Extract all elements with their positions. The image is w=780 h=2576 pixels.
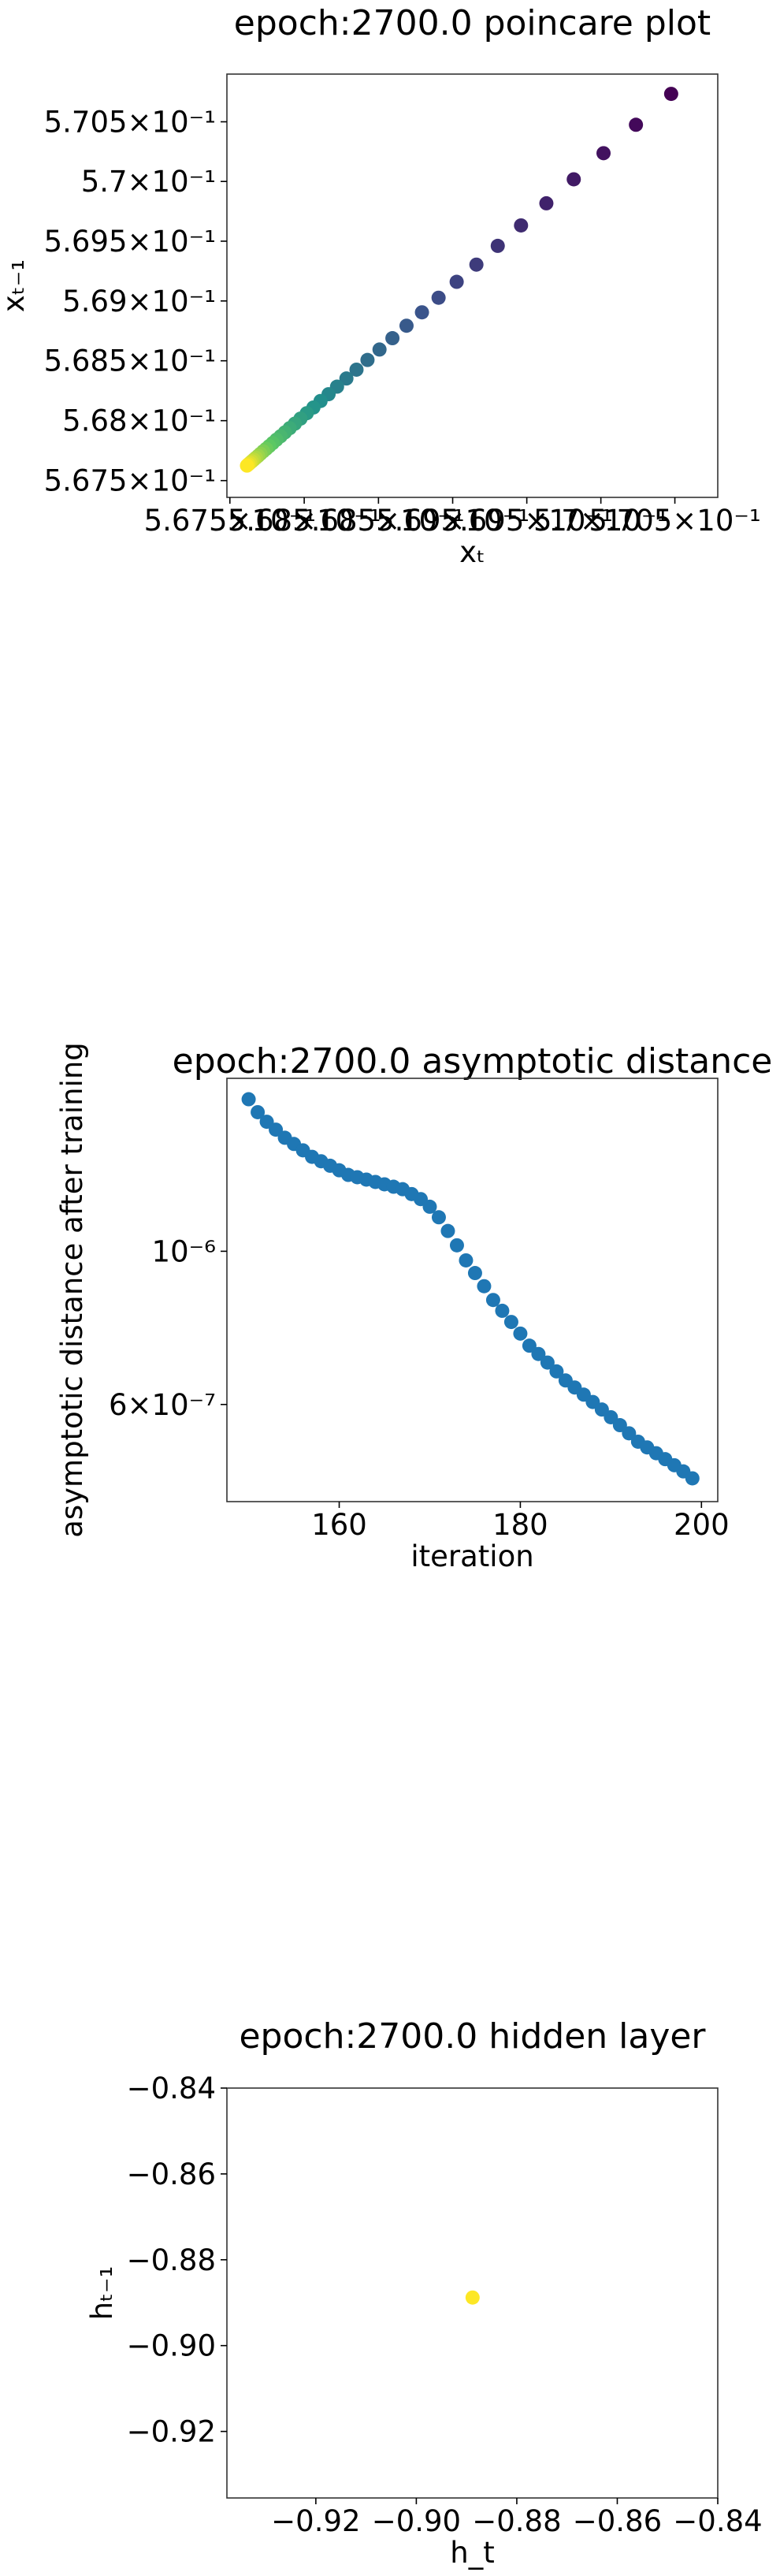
x-tick-label: 5.695×10⁻¹: [440, 504, 612, 538]
point: [465, 2290, 480, 2305]
chart-title: epoch:2700.0 asymptotic distance: [173, 1041, 773, 1081]
x-tick-label: 5.69×10⁻¹: [376, 504, 529, 538]
chart: epoch:2700.0 poincare plot5.675×10⁻¹5.68…: [0, 3, 761, 569]
y-tick-label: 10⁻⁶: [152, 1234, 216, 1268]
y-tick-label: 5.685×10⁻¹: [44, 344, 216, 378]
y-axis-label: xₜ₋₁: [0, 259, 31, 312]
plot-frame: [226, 2087, 719, 2499]
point: [269, 1122, 284, 1137]
point: [360, 352, 375, 367]
point: [399, 318, 414, 333]
y-axis-label: asymptotic distance after training: [55, 1042, 89, 1538]
x-tick-label: 5.68×10⁻¹: [228, 504, 381, 538]
point: [540, 1355, 555, 1370]
point: [663, 87, 678, 102]
x-axis-label: h_t: [450, 2536, 494, 2570]
y-tick-label: −0.88: [127, 2243, 216, 2277]
x-tick-label: 5.7×10⁻¹: [533, 504, 668, 538]
y-tick-label: 5.705×10⁻¹: [44, 106, 216, 140]
x-tick-label: −0.90: [372, 2504, 461, 2538]
point: [431, 290, 446, 305]
point: [459, 1253, 474, 1268]
point: [539, 195, 554, 210]
y-tick-label: 5.69×10⁻¹: [62, 285, 216, 318]
y-tick-label: −0.92: [127, 2415, 216, 2449]
y-tick-label: 5.675×10⁻¹: [44, 464, 216, 498]
point: [685, 1471, 700, 1486]
point: [566, 172, 581, 187]
point: [622, 1426, 637, 1441]
point: [485, 1293, 500, 1308]
x-axis-label: iteration: [410, 1539, 533, 1573]
point: [372, 342, 387, 357]
point: [251, 1104, 266, 1119]
y-tick-label: 5.7×10⁻¹: [81, 165, 216, 199]
chart-title: epoch:2700.0 poincare plot: [234, 3, 711, 43]
point: [503, 1315, 518, 1330]
point: [514, 218, 529, 233]
point: [549, 1364, 564, 1379]
x-tick-label: 5.705×10⁻¹: [589, 504, 760, 538]
plot-frame: [226, 1078, 719, 1502]
chart: epoch:2700.0 hidden layer −0.92 −0.90 −0.88…: [85, 2016, 763, 2570]
point: [467, 1266, 482, 1281]
x-axis-label: xₜ: [459, 535, 485, 569]
x-tick-label: 5.685×10⁻¹: [292, 504, 464, 538]
point: [440, 1223, 455, 1238]
y-axis-label: hₜ₋₁: [85, 2266, 119, 2321]
point: [414, 305, 429, 320]
point: [422, 1199, 437, 1214]
point: [241, 1092, 256, 1107]
y-tick-label: −0.84: [127, 2072, 216, 2105]
point: [431, 1210, 446, 1225]
point: [531, 1346, 546, 1361]
y-tick-label: −0.90: [127, 2329, 216, 2363]
point: [495, 1303, 510, 1318]
point: [469, 257, 484, 272]
x-tick-label: −0.84: [673, 2504, 762, 2538]
point: [522, 1338, 537, 1353]
plot-frame: [226, 73, 719, 498]
point: [240, 458, 254, 473]
point: [490, 238, 505, 253]
y-tick-label: 6×10⁻⁷: [109, 1388, 216, 1422]
point: [477, 1279, 492, 1294]
x-tick-label: −0.86: [573, 2504, 662, 2538]
point: [596, 146, 611, 161]
point: [449, 1238, 464, 1253]
point: [339, 371, 354, 386]
point: [449, 274, 464, 289]
x-tick-label: 180: [492, 1508, 548, 1542]
point: [612, 1418, 627, 1433]
chart: epoch:2700.0 asymptotic distance 160 180 20…: [55, 1041, 772, 1573]
x-tick-label: 160: [311, 1508, 367, 1542]
y-tick-label: 5.68×10⁻¹: [62, 404, 216, 438]
y-tick-label: 5.695×10⁻¹: [44, 225, 216, 259]
y-tick-label: −0.86: [127, 2157, 216, 2191]
point: [349, 362, 364, 377]
point: [513, 1326, 528, 1341]
point: [385, 331, 400, 346]
x-tick-label: −0.92: [271, 2504, 360, 2538]
x-tick-label: 200: [674, 1508, 730, 1542]
x-tick-label: −0.88: [472, 2504, 561, 2538]
x-tick-label: 5.675×10⁻¹: [144, 504, 316, 538]
point: [629, 117, 644, 132]
chart-title: epoch:2700.0 hidden layer: [239, 2016, 706, 2057]
